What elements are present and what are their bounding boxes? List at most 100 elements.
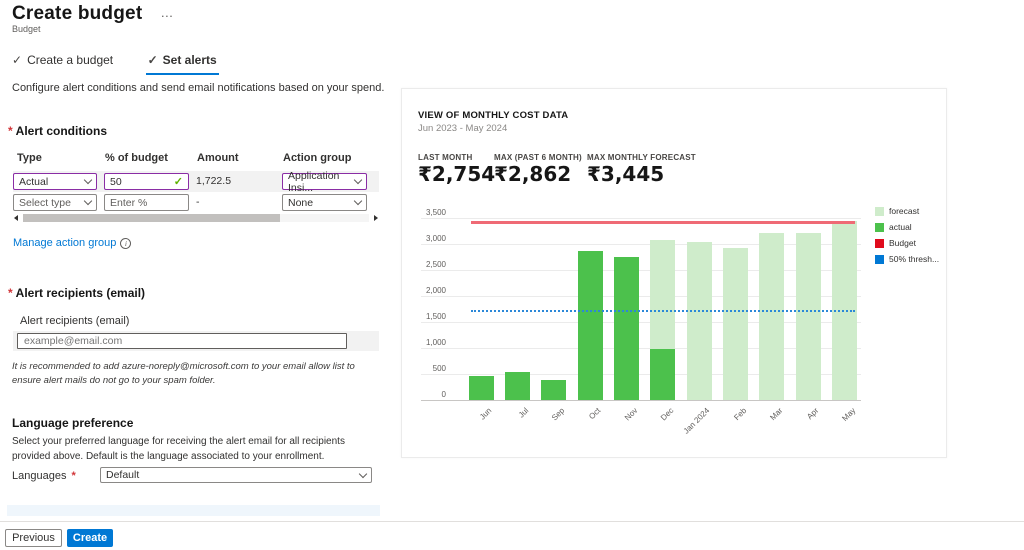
- alert-recipients-label: Alert recipients (email): [20, 315, 130, 327]
- gridline: [421, 348, 861, 349]
- legend-item: actual: [875, 222, 939, 232]
- bar-forecast-Jan 2024: [686, 241, 712, 400]
- type-select[interactable]: Select type: [13, 194, 97, 211]
- footer-divider: [0, 521, 1024, 522]
- spam-note: It is recommended to add azure-noreply@m…: [12, 361, 355, 386]
- chart-stats: LAST MONTH ₹2,754 MAX (PAST 6 MONTH) ₹2,…: [418, 153, 696, 186]
- column-header-actiongroup: Action group: [283, 152, 352, 164]
- language-select[interactable]: Default: [100, 467, 372, 483]
- page-description: Configure alert conditions and send emai…: [12, 82, 385, 94]
- info-icon: i: [120, 237, 132, 249]
- refline-budget: [471, 220, 855, 224]
- page-subtitle: Budget: [12, 24, 41, 34]
- table-row: Actual ✓ 1,722.5 Application Insi...: [13, 170, 379, 194]
- language-description: Select your preferred language for recei…: [12, 436, 345, 462]
- check-icon: ✓: [147, 53, 158, 67]
- more-menu-button[interactable]: …: [160, 5, 175, 20]
- percent-of-budget-input[interactable]: [110, 196, 183, 209]
- footer-highlight-band: [7, 505, 380, 516]
- tab-create-a-budget[interactable]: ✓ Create a budget: [10, 50, 115, 73]
- create-button[interactable]: Create: [67, 529, 113, 547]
- legend-label: 50% thresh...: [889, 254, 940, 264]
- required-marker: *: [8, 124, 13, 138]
- bar-actual-Jun: [468, 375, 494, 400]
- column-header-type: Type: [17, 152, 42, 164]
- chevron-down-icon: [83, 175, 93, 185]
- y-axis-tick-label: 0: [441, 390, 446, 399]
- gridline: [421, 244, 861, 245]
- bar-forecast-Apr: [795, 233, 821, 400]
- chart-date-range: Jun 2023 - May 2024: [418, 123, 508, 134]
- alert-recipients-heading: * Alert recipients (email): [8, 286, 146, 300]
- column-header-percent: % of budget: [105, 152, 168, 164]
- languages-label: Languages *: [12, 470, 76, 482]
- bar-forecast-Dec: [650, 239, 676, 350]
- check-icon: ✓: [12, 53, 23, 67]
- type-select[interactable]: Actual: [13, 173, 97, 190]
- email-input[interactable]: [17, 333, 347, 349]
- chart-legend: forecast actual Budget 50% thresh...: [875, 206, 939, 270]
- wizard-tabs: ✓ Create a budget ✓ Set alerts: [10, 50, 219, 75]
- scroll-left-icon[interactable]: [14, 215, 18, 221]
- table-row: Select type - None: [13, 192, 379, 212]
- y-axis-tick-label: 1,500: [425, 312, 446, 321]
- chart-title: VIEW OF MONTHLY COST DATA: [418, 110, 569, 121]
- bar-actual-Nov: [614, 256, 640, 400]
- scroll-right-icon[interactable]: [374, 215, 378, 221]
- scrollbar-thumb[interactable]: [23, 214, 280, 222]
- tab-set-alerts[interactable]: ✓ Set alerts: [145, 50, 219, 75]
- cost-chart-card: VIEW OF MONTHLY COST DATA Jun 2023 - May…: [401, 88, 947, 458]
- valid-check-icon: ✓: [173, 176, 183, 188]
- stat-value: ₹2,862: [494, 162, 572, 186]
- legend-swatch: [875, 238, 884, 248]
- gridline: [421, 322, 861, 323]
- bar-forecast-Feb: [723, 247, 749, 400]
- chevron-down-icon: [353, 175, 363, 185]
- legend-swatch: [875, 206, 884, 216]
- gridline: [421, 400, 861, 401]
- tab-label: Set alerts: [162, 53, 217, 67]
- y-axis-tick-label: 500: [432, 364, 446, 373]
- y-axis-tick-label: 2,000: [425, 286, 446, 295]
- legend-label: actual: [889, 222, 912, 232]
- column-header-amount: Amount: [197, 152, 239, 164]
- bar-actual-Oct: [577, 251, 603, 400]
- y-axis-tick-label: 1,000: [425, 338, 446, 347]
- action-group-select[interactable]: None: [282, 194, 367, 211]
- chevron-down-icon: [353, 196, 363, 206]
- legend-label: Budget: [889, 238, 916, 248]
- gridline: [421, 218, 861, 219]
- manage-action-group-link[interactable]: Manage action group i: [13, 237, 132, 249]
- amount-value: 1,722.5: [196, 175, 232, 187]
- bar-actual-Jul: [505, 371, 531, 400]
- percent-of-budget-input[interactable]: [110, 175, 174, 188]
- y-axis-tick-label: 3,500: [425, 208, 446, 217]
- alert-conditions-table: Type % of budget Amount Action group Act…: [13, 152, 379, 224]
- stat-value: ₹2,754: [418, 162, 496, 186]
- gridline: [421, 270, 861, 271]
- stat-value: ₹3,445: [587, 162, 665, 186]
- bar-forecast-Mar: [759, 232, 785, 400]
- legend-swatch: [875, 222, 884, 232]
- required-marker: *: [8, 286, 13, 300]
- alert-conditions-heading: * Alert conditions: [8, 124, 108, 138]
- table-horizontal-scrollbar[interactable]: [13, 213, 379, 223]
- legend-swatch: [875, 254, 884, 264]
- email-input-row: [13, 331, 379, 351]
- required-marker: *: [71, 470, 76, 482]
- legend-item: forecast: [875, 206, 939, 216]
- stat-label: LAST MONTH: [418, 153, 473, 162]
- legend-item: Budget: [875, 238, 939, 248]
- y-axis-tick-label: 3,000: [425, 234, 446, 243]
- y-axis-tick-label: 2,500: [425, 260, 446, 269]
- language-preference-heading: Language preference: [12, 416, 134, 430]
- legend-item: 50% thresh...: [875, 254, 939, 264]
- action-group-select[interactable]: Application Insi...: [282, 170, 367, 194]
- previous-button[interactable]: Previous: [5, 529, 62, 547]
- cost-chart-plot: 0 500 1,000 1,500 2,000 2,500 3,000 3,500 Jun Jul…: [402, 89, 946, 457]
- gridline: [421, 296, 861, 297]
- stat-label: MAX (PAST 6 MONTH): [494, 153, 582, 162]
- page-title: Create budget: [12, 3, 143, 24]
- percent-of-budget-input-wrap: ✓: [104, 173, 189, 190]
- stat-label: MAX MONTHLY FORECAST: [587, 153, 696, 162]
